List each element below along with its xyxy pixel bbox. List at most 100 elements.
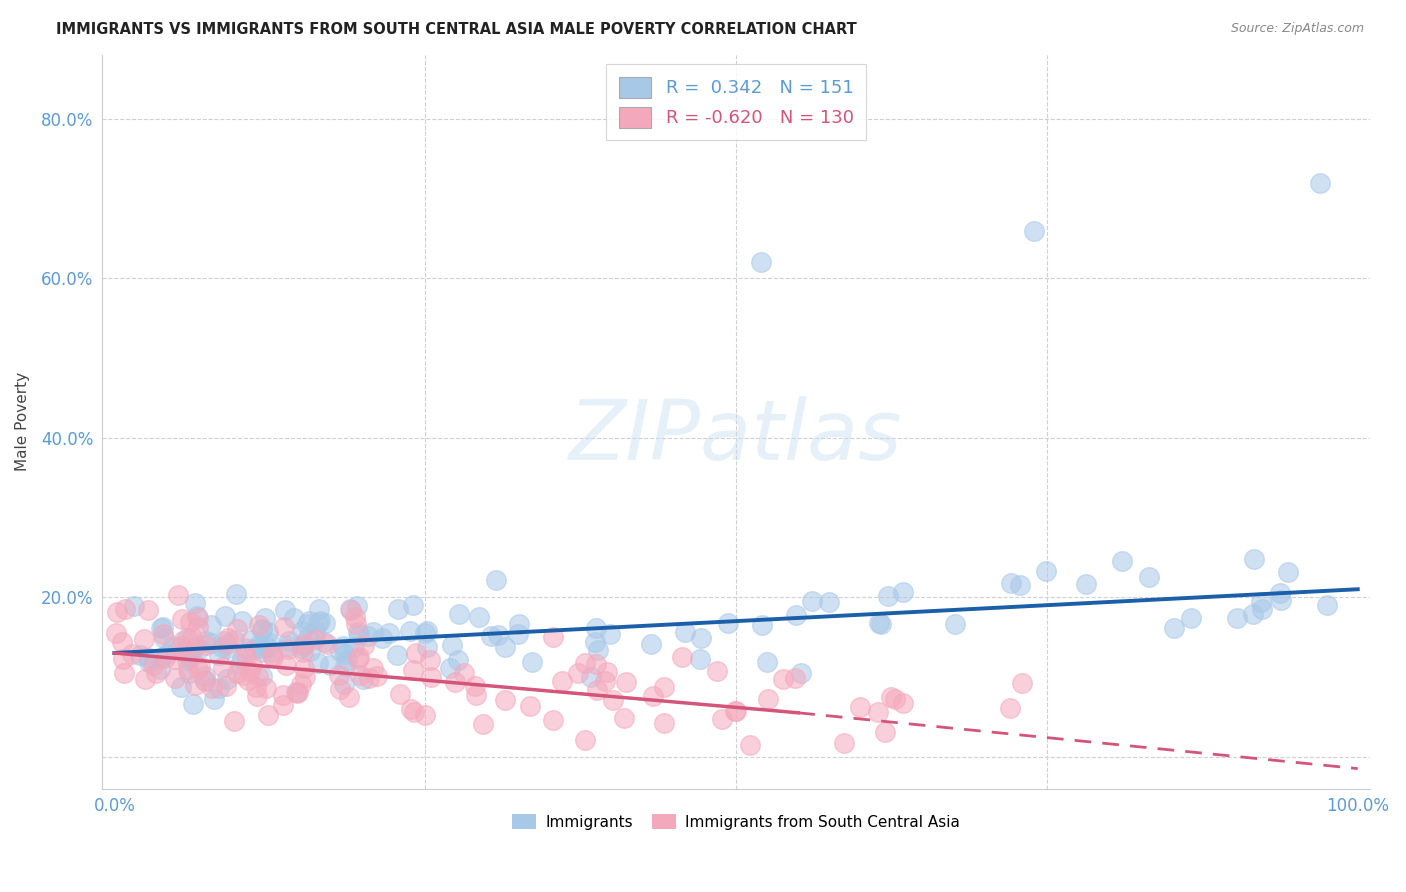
Text: ZIPatlas: ZIPatlas [569,396,903,477]
Point [402,598,425,612]
Point [866,705,889,719]
Point [250,623,273,637]
Point [471,716,494,731]
Point [235,648,257,663]
Point [1268,585,1291,599]
Point [876,589,898,603]
Point [179,615,201,630]
Point [551,674,574,689]
Point [312,635,335,649]
Point [200,635,222,649]
Point [177,662,200,676]
Point [389,688,412,702]
Point [111,635,134,649]
Point [832,736,855,750]
Point [225,587,247,601]
Point [586,682,609,697]
Point [449,607,471,621]
Point [231,651,253,665]
Point [247,618,270,632]
Point [508,617,530,632]
Point [439,661,461,675]
Point [1270,593,1292,607]
Point [201,681,224,695]
Point [1011,676,1033,690]
Point [416,624,439,639]
Point [339,601,361,615]
Point [224,714,246,728]
Point [114,601,136,615]
Point [640,636,662,650]
Point [785,608,807,623]
Point [225,622,247,636]
Point [404,705,426,719]
Point [690,631,713,645]
Point [287,685,309,699]
Point [217,672,239,686]
Point [194,638,217,652]
Point [290,640,312,655]
Point [884,692,907,706]
Point [170,612,193,626]
Point [315,615,337,630]
Point [891,696,914,710]
Point [652,680,675,694]
Point [581,671,603,685]
Point [337,690,360,704]
Point [278,634,301,648]
Point [308,656,330,670]
Point [233,640,256,655]
Point [613,711,636,725]
Point [236,673,259,687]
Point [124,599,146,613]
Point [689,651,711,665]
Point [165,672,187,686]
Point [818,595,841,609]
Point [212,660,235,674]
Point [583,635,606,649]
Point [292,637,315,651]
Point [998,700,1021,714]
Point [308,601,330,615]
Point [1137,570,1160,584]
Point [479,629,502,643]
Point [200,618,222,632]
Point [294,670,316,684]
Point [129,648,152,662]
Point [194,669,217,683]
Point [202,691,225,706]
Point [169,639,191,653]
Point [247,669,270,683]
Point [494,693,516,707]
Text: Source: ZipAtlas.com: Source: ZipAtlas.com [1230,22,1364,36]
Point [173,644,195,658]
Point [138,655,160,669]
Point [211,640,233,654]
Point [187,620,209,634]
Point [259,636,281,650]
Point [194,633,217,648]
Point [399,702,422,716]
Point [194,673,217,687]
Point [1180,611,1202,625]
Point [176,653,198,667]
Point [329,644,352,658]
Point [574,733,596,747]
Point [353,638,375,652]
Point [105,626,128,640]
Point [254,611,277,625]
Point [599,627,621,641]
Point [494,640,516,654]
Point [849,700,872,714]
Point [249,640,271,655]
Point [671,650,693,665]
Point [111,652,134,666]
Point [756,655,779,669]
Point [1024,223,1046,237]
Point [285,685,308,699]
Point [329,681,352,696]
Point [1000,576,1022,591]
Point [239,632,262,647]
Point [464,679,486,693]
Point [145,666,167,681]
